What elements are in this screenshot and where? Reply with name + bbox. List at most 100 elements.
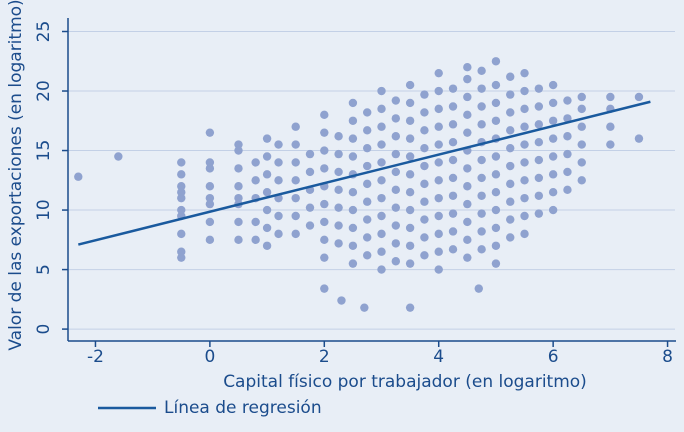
scatter-point [448, 191, 458, 200]
scatter-point [463, 217, 472, 227]
scatter-point [405, 188, 415, 197]
scatter-point [291, 176, 300, 185]
scatter-point [491, 259, 501, 268]
scatter-point [234, 193, 243, 203]
scatter-point [291, 140, 300, 149]
scatter-point [334, 149, 343, 159]
scatter-point [548, 205, 558, 215]
scatter-point [448, 209, 458, 218]
scatter-point [491, 116, 501, 125]
scatter-point [548, 188, 558, 197]
scatter-point [434, 86, 443, 96]
scatter-point [434, 229, 443, 239]
scatter-point [520, 176, 529, 185]
scatter-point [474, 284, 483, 293]
scatter-point [520, 229, 529, 239]
scatter-point [463, 74, 472, 84]
scatter-point [177, 205, 186, 215]
scatter-point [463, 128, 472, 137]
x-tick-label: 0 [204, 347, 215, 367]
scatter-point [262, 152, 272, 161]
scatter-point [348, 116, 358, 125]
scatter-point [377, 176, 386, 185]
scatter-point [251, 217, 260, 227]
scatter-point [320, 199, 329, 209]
scatter-point [491, 80, 501, 90]
scatter-point [177, 182, 186, 191]
scatter-point [74, 172, 83, 181]
scatter-point [477, 155, 486, 165]
scatter-point [391, 185, 401, 195]
scatter-point [334, 203, 343, 212]
scatter-point [606, 140, 615, 149]
scatter-point [463, 253, 472, 262]
scatter-point [262, 205, 272, 215]
scatter-point [477, 245, 486, 254]
scatter-point [448, 245, 458, 254]
scatter-point [420, 126, 429, 135]
scatter-point [251, 158, 260, 167]
scatter-point [463, 199, 472, 209]
scatter-point [291, 158, 300, 167]
scatter-point [520, 158, 529, 167]
scatter-point [577, 140, 586, 149]
y-tick-label: 15 [34, 140, 54, 162]
scatter-point [463, 110, 472, 120]
scatter-point [563, 167, 572, 177]
scatter-point [548, 170, 558, 179]
scatter-point [634, 134, 644, 143]
scatter-point [491, 57, 501, 66]
scatter-point [334, 221, 343, 230]
scatter-point [420, 108, 429, 117]
scatter-point [274, 211, 283, 221]
scatter-point [520, 68, 529, 78]
scatter-point [563, 185, 572, 195]
scatter-point [491, 205, 501, 215]
scatter-point [320, 284, 329, 293]
legend-label: Línea de regresión [164, 398, 322, 418]
scatter-point [274, 229, 283, 239]
x-tick-label: 2 [319, 347, 330, 367]
scatter-point [391, 167, 401, 177]
x-axis-title: Capital físico por trabajador (en logari… [223, 372, 587, 392]
x-tick-label: 6 [548, 347, 559, 367]
scatter-point [563, 114, 572, 123]
scatter-point [305, 203, 315, 212]
scatter-point [477, 84, 486, 93]
scatter-point [377, 265, 386, 274]
plot-area [74, 57, 651, 312]
scatter-point [520, 104, 529, 114]
scatter-point [477, 209, 486, 218]
scatter-point [377, 158, 386, 167]
scatter-point [520, 122, 529, 131]
scatter-point [205, 182, 215, 191]
scatter-point [577, 158, 586, 167]
scatter-point [534, 209, 544, 218]
scatter-point [320, 235, 329, 245]
scatter-point [177, 188, 186, 197]
scatter-point [405, 116, 415, 125]
scatter-point [363, 143, 372, 153]
scatter-point [320, 164, 329, 173]
scatter-point [320, 110, 329, 120]
scatter-point [363, 233, 372, 242]
scatter-point [305, 149, 315, 159]
scatter-point [274, 158, 283, 167]
scatter-point [205, 217, 215, 227]
scatter-point [463, 92, 472, 102]
scatter-point [334, 239, 343, 248]
scatter-point [205, 199, 215, 209]
scatter-point [391, 257, 401, 266]
y-tick-label: 25 [34, 21, 54, 43]
scatter-point [291, 193, 300, 203]
y-tick-label: 20 [34, 80, 54, 102]
scatter-point [420, 90, 429, 99]
scatter-point [262, 241, 272, 250]
scatter-point [377, 211, 386, 221]
scatter-point [348, 205, 358, 215]
scatter-point [448, 155, 458, 165]
scatter-point [577, 92, 586, 102]
scatter-point [448, 173, 458, 183]
scatter-point [448, 138, 458, 147]
